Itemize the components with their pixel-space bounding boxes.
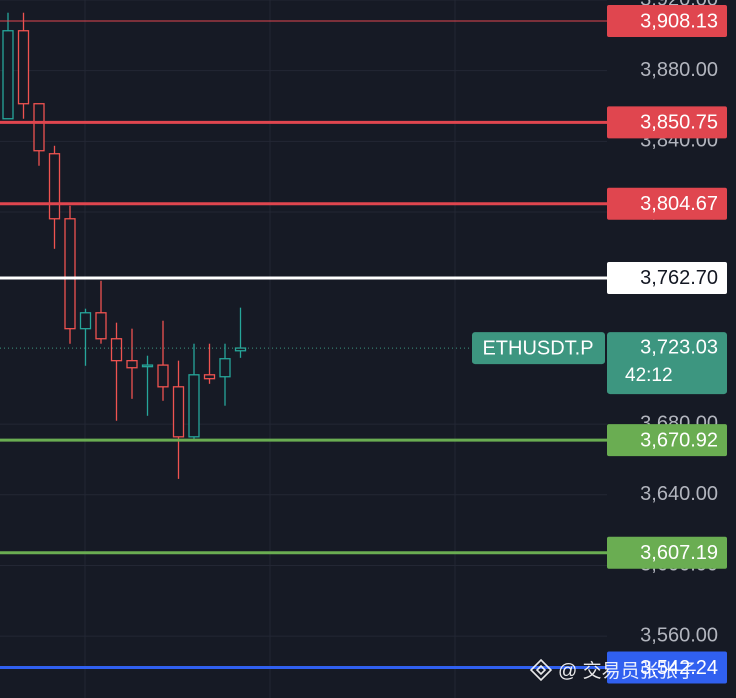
y-tick-label: 3,640.00	[640, 483, 718, 505]
watermark-icon	[529, 658, 553, 682]
time-grid	[84, 0, 456, 698]
symbol-tag-bg	[472, 332, 605, 365]
watermark: @ 交易员张张子	[529, 658, 697, 682]
candle-body	[141, 364, 154, 368]
candle-body	[33, 103, 45, 152]
candle-body	[203, 374, 216, 380]
level-tag: 3,670.92	[640, 429, 718, 451]
level-tag: 3,762.70	[640, 267, 718, 289]
candle-body	[64, 218, 76, 330]
price-tag: 3,723.03	[640, 336, 718, 358]
level-tag: 3,542.24	[640, 657, 718, 679]
level-tag-bg	[607, 261, 727, 294]
watermark-text: @ 交易员张张子	[558, 660, 697, 682]
candle-body	[157, 364, 169, 388]
symbol-tag: ETHUSDT.P	[482, 337, 593, 359]
level-tag: 3,850.75	[640, 112, 718, 134]
level-tag-bg	[607, 651, 727, 684]
candle-body	[17, 30, 30, 105]
price-tag-bg	[607, 332, 727, 395]
candle-body	[95, 312, 107, 340]
candle-body	[172, 386, 185, 438]
level-tag-bg	[607, 536, 727, 569]
level-tag-bg	[607, 424, 727, 457]
candle-body	[126, 360, 138, 369]
candle-body	[2, 30, 14, 120]
level-tag-bg	[607, 187, 727, 220]
y-tick-label: 3,880.00	[640, 59, 718, 81]
level-tag-bg	[607, 4, 727, 37]
level-tag: 3,607.19	[640, 542, 718, 564]
level-tag: 3,804.67	[640, 193, 718, 215]
level-tag: 3,908.13	[640, 10, 718, 32]
y-tick-label: 3,560.00	[640, 624, 718, 646]
countdown: 42:12	[625, 365, 673, 386]
candle-body	[188, 374, 200, 438]
candle-body	[48, 153, 61, 220]
candle-body	[79, 312, 92, 330]
candle-body	[219, 358, 231, 378]
level-tag-bg	[607, 106, 727, 139]
candle-body	[110, 338, 123, 362]
